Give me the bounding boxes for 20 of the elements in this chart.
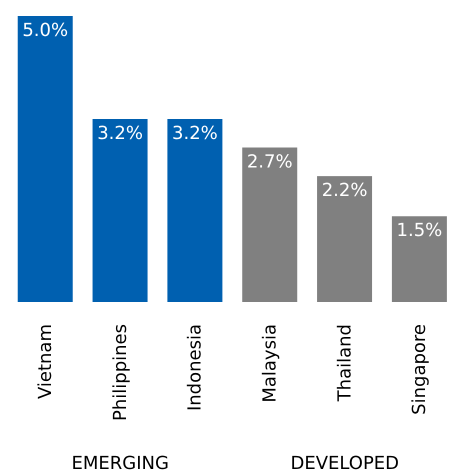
bar <box>392 216 447 302</box>
x-tick-label: Malaysia <box>259 324 280 403</box>
x-tick-label: Singapore <box>409 324 430 415</box>
x-tick-label: Indonesia <box>184 324 206 412</box>
x-tick-label: Thailand <box>334 324 356 402</box>
x-tick-label: Philippines <box>110 324 131 421</box>
text: EMERGING <box>70 453 170 474</box>
data-label: 2.2% <box>322 180 368 202</box>
x-tick-label: Vietnam <box>34 324 56 400</box>
data-label: 5.0% <box>22 20 68 41</box>
text: DEVELOPED <box>289 453 400 474</box>
data-label: 2.7% <box>246 152 293 173</box>
data-label: 1.5% <box>396 220 442 242</box>
data-label: 3.2% <box>97 122 143 144</box>
data-label: 3.2% <box>172 122 218 144</box>
bar <box>317 176 372 302</box>
bar <box>167 118 222 302</box>
bar <box>242 148 298 302</box>
bar <box>92 118 148 302</box>
bar <box>18 16 73 302</box>
